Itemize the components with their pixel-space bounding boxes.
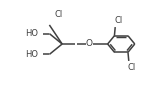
Text: Cl: Cl (128, 63, 136, 72)
Text: O: O (86, 40, 93, 48)
Text: Cl: Cl (114, 16, 123, 25)
Text: HO: HO (25, 29, 38, 38)
Text: HO: HO (25, 50, 38, 59)
Text: Cl: Cl (54, 10, 62, 19)
